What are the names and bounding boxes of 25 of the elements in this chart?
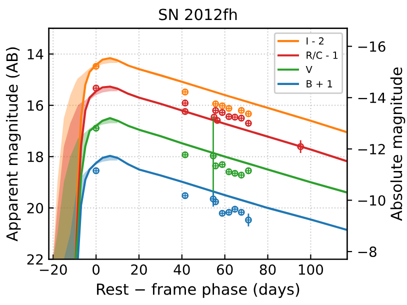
y-axis-title: Apparent magnitude (AB) — [6, 47, 21, 242]
x-tick-label: 60 — [216, 264, 233, 275]
x-tick-label: −20 — [40, 264, 67, 275]
legend-label: I - 2 — [306, 37, 324, 44]
y2-tick-label: −16 — [358, 41, 386, 52]
x-tick-label: 100 — [298, 264, 324, 275]
legend-label: R/C - 1 — [306, 52, 338, 60]
y-tick-label: 20 — [27, 202, 44, 214]
y2-tick-label: −8 — [358, 246, 376, 258]
x-tick-label: 0 — [92, 264, 100, 275]
x-tick-label: 20 — [131, 264, 147, 275]
legend-label: B + 1 — [306, 80, 332, 88]
legend-label: V — [306, 66, 312, 74]
y-tick-label: 22 — [27, 254, 43, 265]
y2-tick-label: −14 — [358, 92, 386, 103]
x-tick-label: 40 — [174, 264, 190, 275]
y2-tick-label: −12 — [358, 144, 385, 154]
y-tick-label: 18 — [28, 152, 44, 162]
y2-axis-title: Absolute magnitude — [390, 67, 406, 221]
y2-tick-label: −10 — [358, 195, 386, 206]
y-tick-label: 14 — [28, 49, 44, 60]
y-tick-label: 16 — [28, 100, 44, 111]
x-tick-label: 80 — [260, 264, 276, 275]
x-axis-title: Rest − frame phase (days) — [97, 283, 300, 298]
chart-title: SN 2012fh — [159, 8, 237, 20]
